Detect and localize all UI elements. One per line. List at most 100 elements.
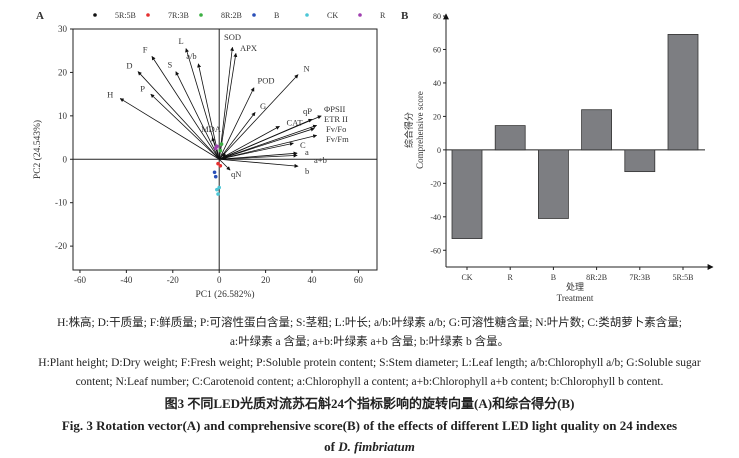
- legend-marker-CK: [305, 13, 309, 17]
- score-point-8R:2B: [219, 142, 224, 146]
- x-tick-label: 20: [261, 275, 271, 285]
- vector-label: H: [107, 89, 113, 99]
- caption-notes-cn-1: H:株高; D:干质量; F:鲜质量; P:可溶性蛋白含量; S:茎粗; L:叶…: [57, 317, 682, 329]
- y-tick-label: 30: [58, 24, 68, 34]
- x-axis-label: Treatment: [557, 293, 594, 303]
- plot-frame: [72, 28, 378, 271]
- vector-arrow-G: [218, 112, 256, 160]
- vector-label: G: [260, 101, 266, 111]
- bar-R: [494, 125, 526, 151]
- caption-title-cn: 图3 不同LED光质对流苏石斛24个指标影响的旋转向量(A)和综合得分(B): [164, 396, 575, 411]
- bar-5R:5B: [667, 34, 699, 151]
- y-tick-label: -10: [55, 198, 67, 208]
- species-name: D. fimbriatum: [338, 439, 415, 454]
- score-point-B: [213, 174, 218, 179]
- vector-label: N: [304, 64, 310, 74]
- caption-notes-cn-2: a:叶绿素 a 含量; a+b:叶绿素 a+b 含量; b:叶绿素 b 含量。: [229, 336, 510, 348]
- vector-label: qP: [303, 106, 312, 116]
- y-axis-label: PC2 (24.543%): [32, 120, 43, 179]
- legend-marker-R: [358, 13, 362, 17]
- bar-B: [538, 149, 569, 219]
- vector-label: CAT: [287, 117, 304, 127]
- legend-marker-5R:5B: [93, 13, 97, 17]
- vector-label: F: [143, 45, 148, 55]
- vector-arrow-P: [150, 93, 220, 160]
- y-tick-label: -60: [430, 246, 441, 255]
- comprehensive-score-chart: B -60 -40 -20 0 20 40 60 80 CK R B 8R:2B 7R:3B 5R:5B 处理…: [401, 10, 714, 303]
- rotation-vector-chart: A 5R:5B 7R:3B 8R:2B B CK R -60 -40 -20 0 20 40 60 -20 -…: [32, 10, 386, 300]
- y-tick-label: 40: [433, 79, 441, 88]
- vector-arrow-a+b: [219, 153, 298, 160]
- caption-title-en-2: of D. fimbriatum: [0, 437, 739, 456]
- y-axis-label: Comprehensive score: [415, 91, 425, 169]
- x-tick-label: B: [551, 273, 556, 282]
- x-tick-label: -20: [167, 275, 179, 285]
- score-point-7R:3B: [218, 163, 223, 168]
- vector-arrow-ΦPSII: [219, 115, 322, 160]
- legend-label: CK: [327, 11, 338, 20]
- legend-label: 5R:5B: [115, 11, 136, 20]
- vector-arrow-H: [119, 98, 220, 160]
- legend-label: B: [274, 11, 279, 20]
- y-tick-label: -40: [430, 213, 441, 222]
- vector-label: C: [300, 140, 306, 150]
- vector-label: ΦPSII: [324, 104, 345, 114]
- x-tick-label: 40: [308, 275, 318, 285]
- vector-label: b: [305, 166, 309, 176]
- vector-arrow-Fv/Fo: [219, 127, 315, 160]
- vector-arrow-qN: [218, 158, 231, 171]
- caption-of: of: [324, 439, 339, 454]
- vector-arrow-b: [219, 158, 299, 168]
- score-point-CK: [216, 192, 220, 196]
- x-axis-label-cn: 处理: [566, 281, 584, 292]
- vector-label: ETR II: [324, 114, 348, 124]
- x-tick-label: 8R:2B: [586, 273, 607, 282]
- score-point-R: [213, 146, 218, 151]
- x-tick-label: 0: [217, 275, 222, 285]
- vector-label: Fv/Fo: [326, 124, 346, 134]
- vector-label: MDA: [201, 124, 222, 134]
- vector-arrow-N: [218, 74, 299, 160]
- vector-arrow-SOD: [218, 46, 234, 160]
- score-point-7R:3B: [216, 161, 220, 166]
- bar-7R:3B: [624, 149, 656, 173]
- y-tick-label: 0: [437, 146, 441, 155]
- y-axis-label-cn: 综合得分: [403, 112, 414, 148]
- panel-label-b: B: [401, 10, 409, 22]
- legend-label: R: [380, 11, 386, 20]
- caption-notes-en-1: H:Plant height; D:Dry weight; F:Fresh we…: [38, 357, 701, 369]
- vector-arrow-CAT: [219, 125, 280, 160]
- vector-arrow-D: [137, 71, 220, 160]
- vector-arrow-Fv/Fm: [219, 134, 318, 160]
- y-tick-label: 10: [58, 111, 68, 121]
- y-tick-label: 20: [58, 67, 68, 77]
- vector-arrow-a/b: [197, 63, 220, 160]
- y-tick-label: -20: [430, 179, 441, 188]
- x-tick-label: 7R:3B: [629, 273, 650, 282]
- x-tick-label: 5R:5B: [673, 273, 694, 282]
- vector-label: D: [126, 61, 132, 71]
- score-point-8R:2B: [218, 148, 223, 153]
- x-tick-label: R: [508, 273, 514, 282]
- x-tick-label: -60: [74, 275, 86, 285]
- y-tick-label: 20: [433, 112, 441, 121]
- legend-marker-7R:3B: [146, 13, 150, 17]
- figure: A 5R:5B 7R:3B 8R:2B B CK R -60 -40 -20 0 20 40 60 -20 -…: [32, 10, 714, 303]
- score-point-CK: [215, 187, 219, 192]
- legend-label: 7R:3B: [168, 11, 189, 20]
- x-tick-label: -40: [120, 275, 132, 285]
- x-tick-label: CK: [461, 273, 472, 282]
- vector-label: P: [140, 84, 145, 94]
- vector-label: L: [179, 36, 184, 46]
- y-tick-label: 80: [433, 12, 441, 21]
- caption-title-en-1: Fig. 3 Rotation vector(A) and comprehens…: [61, 418, 678, 433]
- legend-label: 8R:2B: [221, 11, 242, 20]
- vector-arrow-APX: [218, 52, 238, 160]
- score-point-B: [212, 170, 217, 175]
- caption-notes-en-2: content; N:Leaf number; C:Carotenoid con…: [75, 376, 664, 388]
- legend-marker-B: [252, 13, 256, 17]
- vector-arrow-POD: [218, 87, 255, 160]
- vector-label: a/b: [186, 51, 196, 61]
- bar-CK: [451, 149, 483, 239]
- vector-label: SOD: [224, 32, 241, 42]
